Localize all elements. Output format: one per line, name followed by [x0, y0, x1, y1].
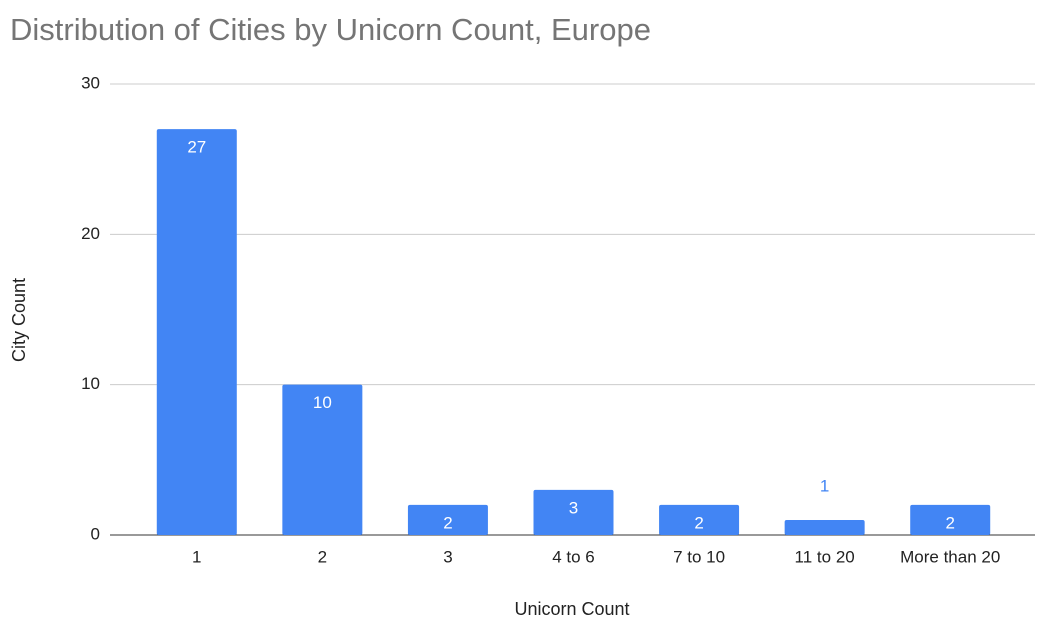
- data-label: 3: [569, 498, 578, 517]
- bar: [156, 129, 237, 535]
- data-label: 2: [694, 513, 703, 532]
- bar: [659, 504, 740, 535]
- bar: [784, 519, 865, 535]
- data-label: 2: [945, 513, 954, 532]
- x-axis-label: Unicorn Count: [514, 599, 629, 619]
- y-tick-label: 20: [81, 224, 100, 243]
- bar: [910, 504, 991, 535]
- bar: [533, 489, 614, 535]
- chart-title: Distribution of Cities by Unicorn Count,…: [10, 12, 651, 47]
- data-label: 10: [313, 393, 332, 412]
- x-tick-label: 2: [318, 547, 327, 566]
- y-tick-label: 30: [81, 73, 100, 92]
- data-label: 1: [820, 476, 829, 495]
- x-tick-label: More than 20: [900, 547, 1000, 566]
- x-tick-label: 3: [443, 547, 452, 566]
- data-label: 2: [443, 513, 452, 532]
- x-tick-label: 7 to 10: [673, 547, 725, 566]
- data-label: 27: [187, 138, 206, 157]
- x-tick-label: 11 to 20: [795, 547, 855, 566]
- bar: [407, 504, 488, 535]
- x-tick-label: 1: [192, 547, 201, 566]
- x-tick-label: 4 to 6: [552, 547, 595, 566]
- y-tick-label: 10: [81, 374, 100, 393]
- bar: [282, 384, 363, 535]
- y-tick-label: 0: [91, 524, 100, 543]
- y-axis-label: City Count: [9, 278, 29, 362]
